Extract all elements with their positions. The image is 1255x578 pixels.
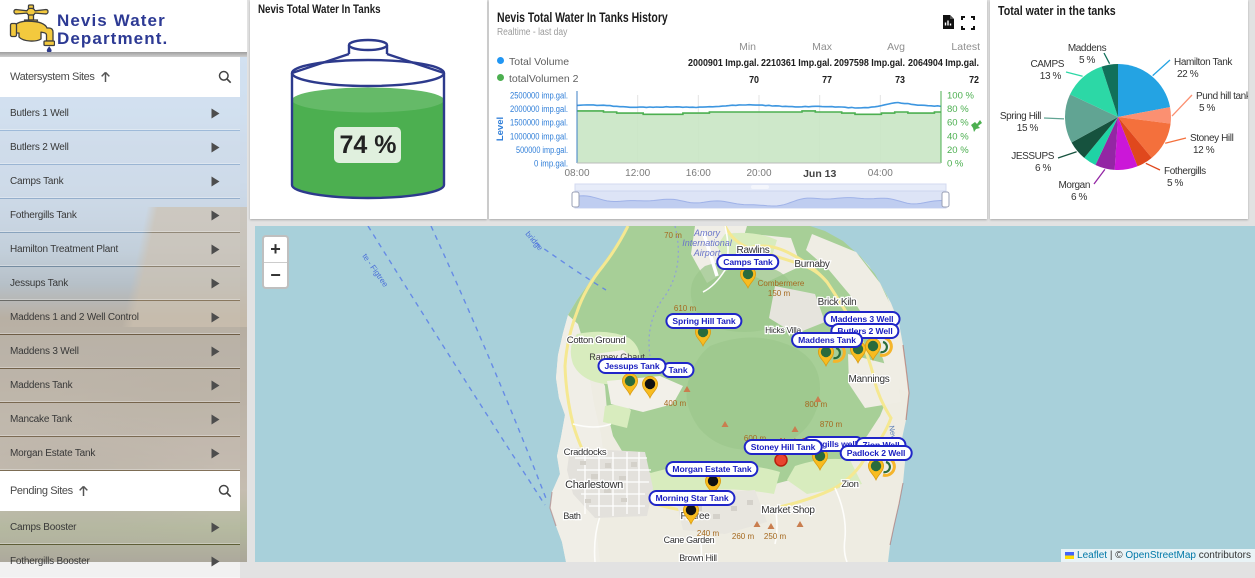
svg-text:2500000 imp.gal.: 2500000 imp.gal.	[510, 91, 568, 102]
svg-text:08:00: 08:00	[564, 168, 589, 179]
svg-text:Stoney Hill: Stoney Hill	[1190, 133, 1234, 144]
svg-text:80 %: 80 %	[947, 104, 969, 115]
svg-text:Brown Hill: Brown Hill	[679, 553, 717, 562]
svg-text:Level: Level	[495, 117, 506, 141]
svg-text:60 %: 60 %	[947, 118, 969, 129]
svg-text:15 %: 15 %	[1017, 123, 1039, 134]
svg-text:Charlestown: Charlestown	[565, 479, 623, 491]
svg-text:600 m: 600 m	[744, 434, 767, 443]
svg-text:870 m: 870 m	[820, 420, 843, 429]
svg-text:1000000 imp.gal.: 1000000 imp.gal.	[510, 131, 568, 142]
svg-text:12 %: 12 %	[1193, 145, 1215, 156]
svg-text:0 imp.gal.: 0 imp.gal.	[534, 159, 568, 170]
svg-text:04:00: 04:00	[868, 168, 893, 179]
svg-text:International: International	[682, 238, 733, 248]
svg-text:Combermere: Combermere	[758, 279, 805, 288]
svg-text:Mannings: Mannings	[849, 374, 890, 385]
svg-text:0 %: 0 %	[947, 159, 964, 170]
svg-text:Cane Garden: Cane Garden	[664, 535, 715, 545]
svg-text:Rawlins: Rawlins	[737, 245, 770, 256]
svg-text:40 %: 40 %	[947, 131, 969, 142]
svg-text:Burnaby: Burnaby	[794, 259, 829, 270]
svg-text:Craddocks: Craddocks	[564, 447, 607, 458]
svg-text:5 %: 5 %	[1167, 178, 1184, 189]
svg-text:Jun 13: Jun 13	[803, 168, 836, 180]
svg-text:CAMPS: CAMPS	[1030, 59, 1064, 70]
svg-text:400 m: 400 m	[664, 399, 687, 408]
svg-text:74 %: 74 %	[340, 131, 397, 159]
svg-text:Fothergills: Fothergills	[1164, 166, 1206, 177]
svg-text:610 m: 610 m	[674, 304, 697, 313]
svg-text:Market Shop: Market Shop	[761, 505, 815, 516]
svg-text:Spring Hill: Spring Hill	[1000, 111, 1041, 122]
svg-text:Morgan: Morgan	[1058, 180, 1090, 191]
svg-text:Brick Kiln: Brick Kiln	[818, 297, 857, 308]
svg-text:Hamilton Tank: Hamilton Tank	[1174, 57, 1233, 68]
svg-text:Zion: Zion	[841, 479, 858, 490]
svg-text:240 m: 240 m	[697, 529, 720, 538]
svg-text:250 m: 250 m	[764, 532, 787, 541]
svg-text:Bath: Bath	[563, 511, 581, 521]
svg-text:Ramey Ghaut: Ramey Ghaut	[589, 352, 645, 362]
svg-text:Maddens: Maddens	[1068, 43, 1107, 54]
svg-text:20:00: 20:00	[746, 168, 771, 179]
svg-text:5 %: 5 %	[1079, 55, 1096, 66]
svg-text:260 m: 260 m	[732, 532, 755, 541]
svg-text:JESSUPS: JESSUPS	[1011, 151, 1055, 162]
svg-text:13 %: 13 %	[1040, 71, 1062, 82]
svg-text:Airport: Airport	[693, 248, 721, 258]
svg-text:100 %: 100 %	[947, 91, 974, 102]
svg-text:150 m: 150 m	[768, 289, 791, 298]
svg-text:500000 imp.gal.: 500000 imp.gal.	[516, 145, 568, 156]
svg-text:22 %: 22 %	[1177, 69, 1199, 80]
svg-text:12:00: 12:00	[625, 168, 650, 179]
svg-text:Cotton Ground: Cotton Ground	[567, 335, 625, 346]
svg-text:Amory: Amory	[693, 228, 721, 238]
svg-text:70 m: 70 m	[664, 231, 682, 240]
svg-text:6 %: 6 %	[1071, 192, 1088, 203]
svg-text:2000000 imp.gal.: 2000000 imp.gal.	[510, 104, 568, 115]
svg-text:1500000 imp.gal.: 1500000 imp.gal.	[510, 118, 568, 129]
svg-text:20 %: 20 %	[947, 145, 969, 156]
svg-text:16:00: 16:00	[686, 168, 711, 179]
svg-text:Pund hill tank: Pund hill tank	[1196, 91, 1248, 102]
svg-text:5 %: 5 %	[1199, 103, 1216, 114]
svg-text:6 %: 6 %	[1035, 163, 1052, 174]
svg-text:800 m: 800 m	[805, 400, 828, 409]
